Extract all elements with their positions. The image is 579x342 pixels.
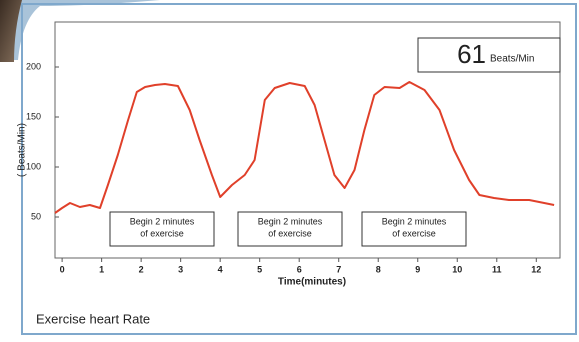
x-tick-label: 6 [297,264,302,274]
readout-unit: Beats/Min [490,54,534,65]
annotation-text: of exercise [140,228,184,238]
x-tick-label: 9 [415,264,420,274]
annotation-text: Begin 2 minutes [258,216,323,226]
annotation-text: Begin 2 minutes [130,216,195,226]
photo-fragment [0,0,22,62]
caption: Exercise heart Rate [36,311,150,326]
annotation-text: Begin 2 minutes [382,216,447,226]
y-tick-label: 100 [26,161,41,171]
x-tick-label: 3 [178,264,183,274]
x-tick-label: 11 [492,264,502,274]
plot-area [54,21,561,259]
x-tick-label: 8 [376,264,381,274]
x-tick-label: 12 [531,264,541,274]
x-tick-label: 1 [99,264,104,274]
readout-box [417,37,561,73]
frame [21,3,577,335]
x-tick-label: 0 [60,264,65,274]
readout-value: 61 [457,39,486,69]
y-tick-label: 50 [31,211,41,221]
annotation-box [109,211,215,247]
annotation-box [237,211,343,247]
x-tick-label: 4 [218,264,223,274]
x-tick-label: 10 [452,264,462,274]
x-tick-label: 2 [139,264,144,274]
annotation-text: of exercise [268,228,312,238]
y-tick-label: 150 [26,111,41,121]
x-axis-label: Time(minutes) [278,277,346,288]
annotation-box [361,211,467,247]
x-tick-label: 7 [336,264,341,274]
annotation-text: of exercise [392,228,436,238]
heart-rate-line [54,81,555,214]
y-tick-label: 200 [26,61,41,71]
y-axis-label: ( Beats/Min) [17,123,28,177]
x-tick-label: 5 [257,264,262,274]
